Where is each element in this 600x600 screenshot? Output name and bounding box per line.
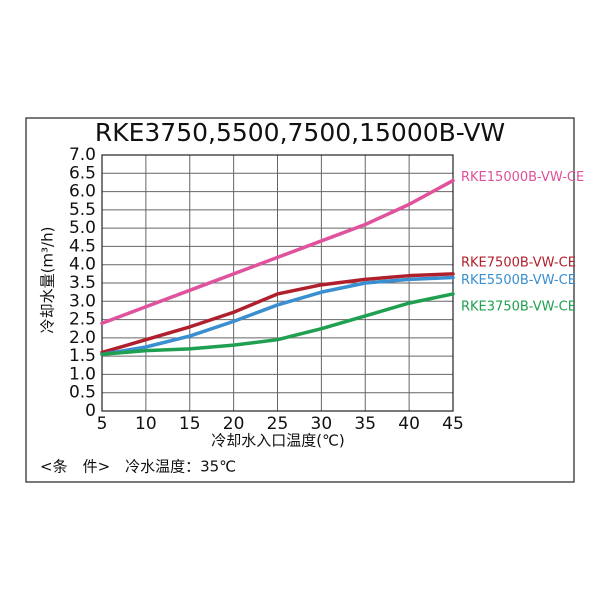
y-tick-label: 4.5 xyxy=(69,236,96,256)
x-tick-label: 30 xyxy=(311,414,333,434)
y-tick-label: 3.0 xyxy=(69,291,96,311)
x-tick-label: 45 xyxy=(442,414,464,434)
y-tick-label: 5.5 xyxy=(69,200,96,220)
legend-label: RKE5500B-VW-CE xyxy=(461,273,576,288)
legend-label: RKE7500B-VW-CE xyxy=(461,255,576,270)
chart-title: RKE3750,5500,7500,15000B-VW xyxy=(95,118,505,147)
note: <条 件> 冷水温度：35℃ xyxy=(40,458,236,476)
x-tick-label: 5 xyxy=(97,414,108,434)
y-tick-label: 0.5 xyxy=(69,383,96,403)
x-tick-label: 10 xyxy=(135,414,157,434)
x-tick-label: 35 xyxy=(354,414,376,434)
x-axis-label: 冷却水入口温度(℃) xyxy=(211,432,345,450)
y-tick-label: 3.5 xyxy=(69,273,96,293)
y-tick-label: 1.0 xyxy=(69,364,96,384)
y-axis-label: 冷却水量(m³/h) xyxy=(39,227,57,334)
plot-border xyxy=(101,154,454,412)
x-tick-label: 40 xyxy=(398,414,420,434)
legend-label: RKE15000B-VW-CE xyxy=(461,170,584,185)
y-tick-label: 7.0 xyxy=(69,145,96,165)
frame xyxy=(25,117,575,483)
y-tick-label: 5.0 xyxy=(69,218,96,238)
y-tick-label: 6.0 xyxy=(69,182,96,202)
series-line xyxy=(100,272,455,355)
x-tick-label: 25 xyxy=(267,414,289,434)
x-tick-label: 15 xyxy=(179,414,201,434)
y-tick-label: 0 xyxy=(85,401,96,421)
y-tick-label: 4.0 xyxy=(69,255,96,275)
legend-label: RKE3750B-VW-CE xyxy=(461,299,576,314)
x-tick-label: 20 xyxy=(223,414,245,434)
y-tick-label: 1.5 xyxy=(69,346,96,366)
y-tick-label: 2.5 xyxy=(69,310,96,330)
y-tick-label: 2.0 xyxy=(69,328,96,348)
y-tick-label: 6.5 xyxy=(69,163,96,183)
series-line xyxy=(100,178,455,325)
series-line xyxy=(100,292,455,357)
series-line xyxy=(100,275,455,357)
